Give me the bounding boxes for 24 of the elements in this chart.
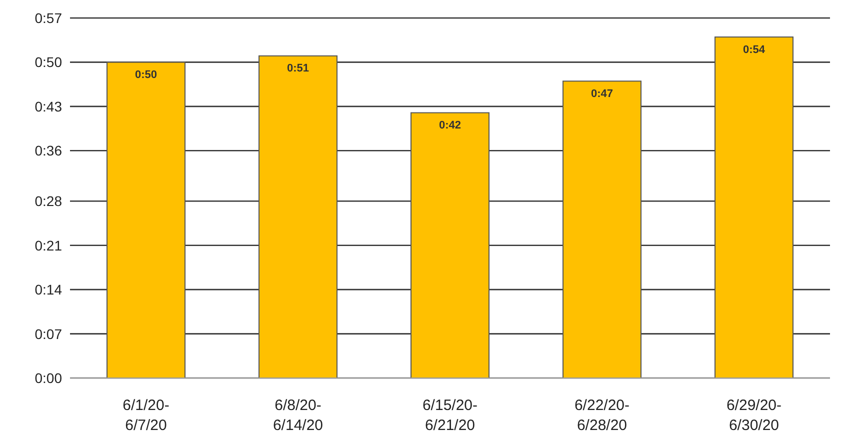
bar [106,62,186,378]
y-tick-label: 0:07 [34,326,62,342]
y-tick-label: 0:36 [34,142,62,159]
bar [258,55,338,378]
bar [562,80,642,378]
y-tick-label: 0:28 [34,193,62,210]
y-tick-label: 0:50 [34,54,62,70]
x-tick-label: 6/22/20-6/28/20 [574,397,630,434]
x-tick-label: 6/8/20-6/14/20 [272,397,324,434]
y-tick-label: 0:57 [34,10,62,26]
data-label: 0:42 [438,120,462,132]
y-tick-label: 0:43 [34,98,62,114]
data-label: 0:54 [742,44,766,56]
y-tick-label: 0:00 [34,370,62,386]
data-label: 0:47 [590,88,614,100]
x-tick-label: 6/1/20-6/7/20 [122,397,170,434]
y-tick-label: 0:21 [34,237,62,254]
y-tick-label: 0:14 [34,282,62,298]
data-label: 0:50 [134,69,158,82]
bar [714,36,794,378]
bar [410,112,490,378]
x-tick-label: 6/15/20-6/21/20 [422,397,478,434]
data-label: 0:51 [286,62,310,75]
x-tick-label: 6/29/20-6/30/20 [726,397,782,434]
